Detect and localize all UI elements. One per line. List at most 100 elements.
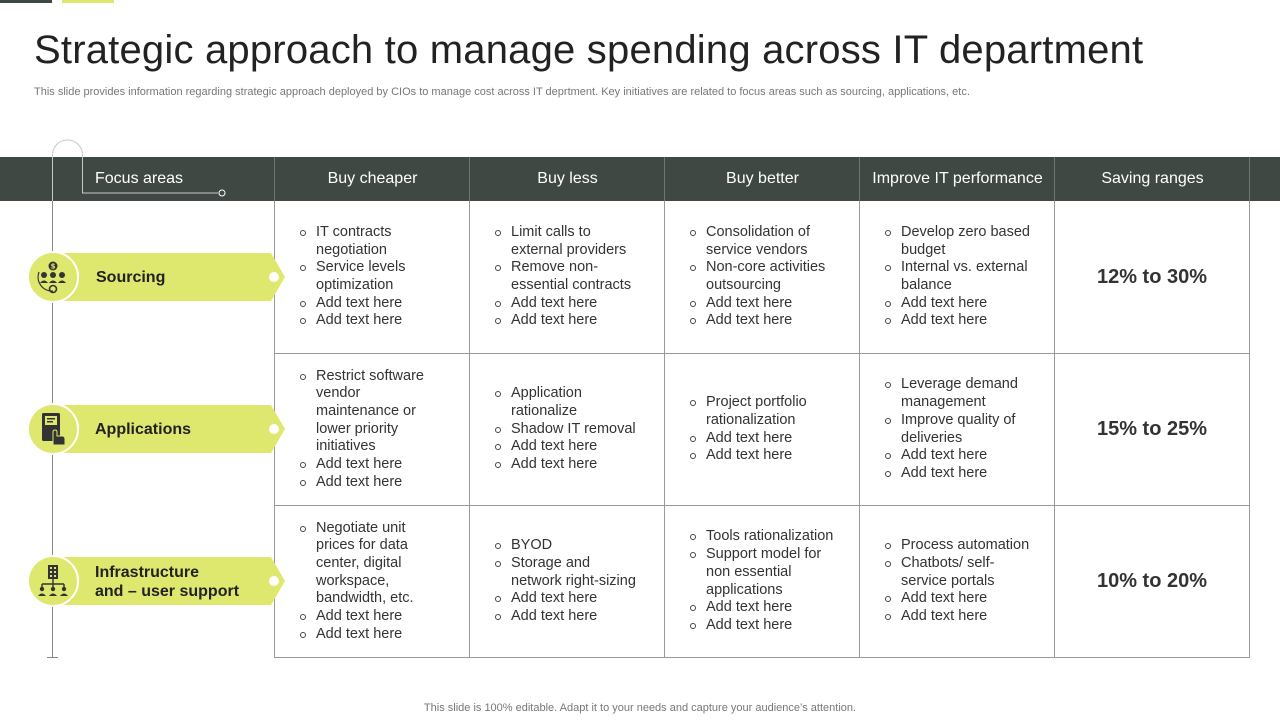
- cell-applications-improve-it: Leverage demand management Improve quali…: [860, 354, 1054, 505]
- saving-range-value: 15% to 25%: [1096, 418, 1208, 440]
- bullet-list: BYOD Storage and network right-sizing Ad…: [493, 537, 641, 626]
- cell-sourcing-improve-it: Develop zero based budget Internal vs. e…: [860, 201, 1054, 353]
- list-item: Add text here: [688, 295, 836, 313]
- timeline-track-end: [47, 657, 58, 658]
- list-item: Add text here: [883, 608, 1031, 626]
- cell-infrastructure-buy-better: Tools rationalization Support model for …: [665, 506, 859, 657]
- cell-infrastructure-saving: 10% to 20%: [1055, 506, 1249, 657]
- cell-sourcing-buy-less: Limit calls to external providers Remove…: [470, 201, 664, 353]
- bullet-list: Project portfolio rationalization Add te…: [688, 394, 836, 465]
- list-item: Add text here: [688, 599, 836, 617]
- list-item: Internal vs. external balance: [883, 259, 1031, 294]
- header-saving-ranges: Saving ranges: [1101, 170, 1204, 187]
- cell-sourcing-buy-cheaper: IT contracts negotiation Service levels …: [275, 201, 469, 353]
- list-item: Leverage demand management: [883, 376, 1031, 411]
- pill-dot: [269, 576, 279, 586]
- header-divider: [469, 157, 470, 201]
- list-item: Non-core activities outsourcing: [688, 259, 836, 294]
- list-item: Add text here: [883, 590, 1031, 608]
- list-item: Add text here: [493, 295, 641, 313]
- list-item: Add text here: [883, 295, 1031, 313]
- list-item: Project portfolio rationalization: [688, 394, 836, 429]
- building-network-icon: [27, 555, 79, 607]
- list-item: Add text here: [298, 312, 446, 330]
- grid-vline: [859, 201, 860, 658]
- pill-dot: [269, 424, 279, 434]
- list-item: Add text here: [298, 474, 446, 492]
- list-item: Add text here: [688, 430, 836, 448]
- list-item: Add text here: [298, 295, 446, 313]
- bullet-list: Tools rationalization Support model for …: [688, 528, 836, 634]
- grid-vline: [1249, 201, 1250, 658]
- bullet-list: Develop zero based budget Internal vs. e…: [883, 224, 1031, 330]
- bullet-list: Application rationalize Shadow IT remova…: [493, 385, 641, 474]
- footer-note: This slide is 100% editable. Adapt it to…: [423, 702, 857, 714]
- cell-infrastructure-buy-less: BYOD Storage and network right-sizing Ad…: [470, 506, 664, 657]
- pill-dot: [269, 272, 279, 282]
- focus-label-line1: Infrastructure: [95, 564, 200, 581]
- list-item: Tools rationalization: [688, 528, 836, 546]
- list-item: Support model for non essential applicat…: [688, 546, 836, 599]
- list-item: Consolidation of service vendors: [688, 224, 836, 259]
- focus-label-sourcing: Sourcing: [96, 269, 166, 286]
- header-buy-less: Buy less: [537, 170, 598, 187]
- bullet-list: Restrict software vendor maintenance or …: [298, 368, 446, 492]
- top-accent-dark: [0, 0, 52, 3]
- grid-vline: [469, 201, 470, 658]
- grid-vline: [1054, 201, 1055, 658]
- list-item: Add text here: [688, 617, 836, 635]
- timeline-hook-decoration: [52, 139, 226, 205]
- header-improve-it-performance: Improve IT performance: [872, 170, 1043, 187]
- list-item: Add text here: [493, 608, 641, 626]
- svg-text:$: $: [51, 263, 56, 271]
- grid-hline: [274, 353, 1250, 354]
- bullet-list: Limit calls to external providers Remove…: [493, 224, 641, 330]
- header-buy-cheaper: Buy cheaper: [327, 170, 418, 187]
- cell-applications-buy-cheaper: Restrict software vendor maintenance or …: [275, 354, 469, 505]
- header-divider: [1054, 157, 1055, 201]
- table-header-bar: [0, 157, 1280, 201]
- focus-pill-applications: Applications: [27, 405, 285, 453]
- list-item: Add text here: [493, 456, 641, 474]
- header-divider: [664, 157, 665, 201]
- list-item: Add text here: [688, 447, 836, 465]
- cell-applications-buy-less: Application rationalize Shadow IT remova…: [470, 354, 664, 505]
- list-item: Add text here: [493, 312, 641, 330]
- saving-range-value: 10% to 20%: [1096, 570, 1208, 592]
- grid-vline: [664, 201, 665, 658]
- list-item: Add text here: [493, 438, 641, 456]
- list-item: Improve quality of deliveries: [883, 412, 1031, 447]
- list-item: Process automation: [883, 537, 1031, 555]
- team-money-icon: $: [27, 251, 79, 303]
- cell-sourcing-buy-better: Consolidation of service vendors Non-cor…: [665, 201, 859, 353]
- list-item: Storage and network right-sizing: [493, 555, 641, 590]
- list-item: Develop zero based budget: [883, 224, 1031, 259]
- header-divider: [274, 157, 275, 201]
- saving-range-value: 12% to 30%: [1096, 265, 1208, 288]
- page-title: Strategic approach to manage spending ac…: [34, 28, 1144, 72]
- bullet-list: IT contracts negotiation Service levels …: [298, 224, 446, 330]
- header-focus-areas: Focus areas: [95, 170, 184, 187]
- top-accent-green: [62, 0, 114, 3]
- list-item: Negotiate unit prices for data center, d…: [298, 520, 446, 609]
- pill-shape: [27, 557, 285, 605]
- list-item: Add text here: [883, 312, 1031, 330]
- touch-device-icon: [27, 403, 79, 455]
- cell-infrastructure-improve-it: Process automation Chatbots/ self-servic…: [860, 506, 1054, 657]
- header-divider: [1249, 157, 1250, 201]
- focus-label-line2: and – user support: [95, 583, 240, 600]
- list-item: Service levels optimization: [298, 259, 446, 294]
- list-item: Chatbots/ self-service portals: [883, 555, 1031, 590]
- list-item: Application rationalize: [493, 385, 641, 420]
- list-item: IT contracts negotiation: [298, 224, 446, 259]
- bullet-list: Consolidation of service vendors Non-cor…: [688, 224, 836, 330]
- list-item: Add text here: [298, 626, 446, 644]
- bullet-list: Leverage demand management Improve quali…: [883, 376, 1031, 482]
- cell-infrastructure-buy-cheaper: Negotiate unit prices for data center, d…: [275, 506, 469, 657]
- list-item: Limit calls to external providers: [493, 224, 641, 259]
- cell-sourcing-saving: 12% to 30%: [1055, 201, 1249, 353]
- list-item: BYOD: [493, 537, 641, 555]
- list-item: Restrict software vendor maintenance or …: [298, 368, 446, 457]
- pill-shape: [27, 405, 285, 453]
- pill-shape: [27, 253, 285, 301]
